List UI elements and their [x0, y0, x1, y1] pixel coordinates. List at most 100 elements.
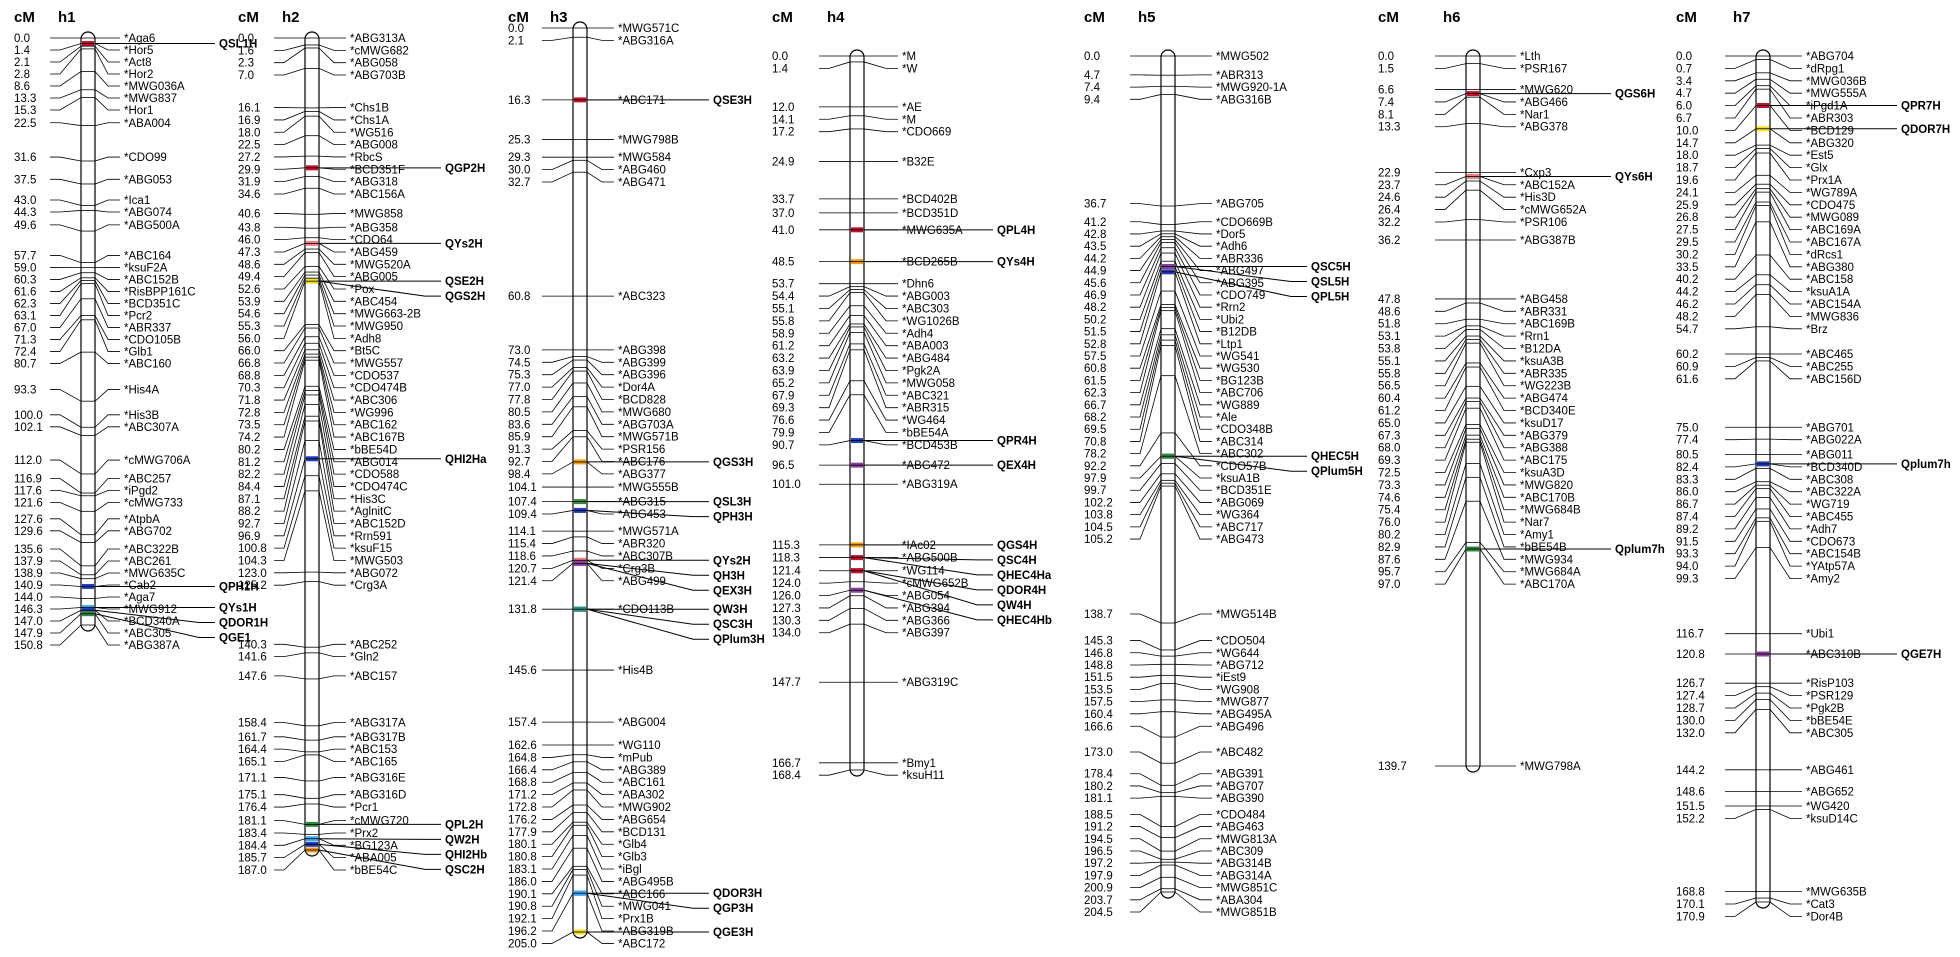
marker-name: *BCD351F: [350, 164, 405, 176]
qtl-label: QSC3H: [713, 619, 753, 631]
marker-name: *BCD131: [618, 827, 666, 839]
marker-position: 36.7: [1084, 199, 1106, 211]
marker-position: 121.6: [14, 498, 43, 510]
marker-position: 105.2: [1084, 534, 1113, 546]
marker-position: 168.8: [508, 777, 537, 789]
right-connector: [95, 597, 120, 599]
marker-name: *bBE54E: [1806, 715, 1853, 727]
qtl-label: QYs1H: [219, 602, 257, 614]
left-connector: [819, 590, 850, 595]
marker-name: *WG996: [350, 407, 393, 419]
marker-position: 204.5: [1084, 907, 1113, 919]
marker-position: 55.1: [772, 303, 794, 315]
right-connector: [864, 306, 898, 334]
left-connector: [50, 157, 81, 161]
qtl-label: QHI2Hb: [445, 849, 487, 861]
left-connector: [819, 62, 850, 68]
left-connector: [274, 136, 305, 145]
marker-name: *WG1026B: [902, 316, 960, 328]
marker-name: *ksuD17: [1520, 418, 1563, 430]
right-connector: [319, 45, 346, 50]
marker-position: 1.4: [14, 45, 31, 57]
marker-position: 166.4: [508, 765, 537, 777]
marker-name: *ABC261: [124, 556, 171, 568]
right-connector: [95, 531, 120, 543]
marker-position: 80.7: [14, 358, 36, 370]
marker-name: *MWG836: [1806, 311, 1859, 323]
marker-position: 27.2: [238, 152, 260, 164]
left-connector: [50, 273, 81, 280]
marker-position: 71.8: [238, 395, 260, 407]
qtl-label: QYs2H: [713, 555, 751, 567]
marker-position: 129.6: [14, 526, 43, 538]
left-connector: [274, 111, 305, 120]
marker-name: *ABG316A: [618, 35, 674, 47]
left-connector: [1130, 865, 1161, 875]
marker-position: 18.7: [1676, 163, 1698, 175]
marker-position: 55.8: [772, 316, 794, 328]
marker-position: 53.8: [1378, 344, 1400, 356]
marker-position: 63.2: [772, 353, 794, 365]
left-connector: [1725, 489, 1756, 517]
marker-position: 120.8: [1676, 649, 1705, 661]
marker-position: 75.4: [1378, 505, 1401, 517]
right-connector: [587, 893, 614, 931]
qtl-label: QHI2Ha: [445, 454, 487, 466]
marker-position: 41.0: [772, 225, 794, 237]
marker-name: *dRcs1: [1806, 249, 1843, 261]
marker-name: *M: [902, 51, 916, 63]
right-connector: [95, 179, 120, 184]
marker-position: 88.2: [238, 506, 260, 518]
right-connector: [319, 755, 346, 762]
right-connector: [587, 462, 614, 474]
marker-position: 145.6: [508, 665, 537, 677]
right-connector: [1480, 124, 1516, 127]
marker-name: *MWG557: [350, 358, 403, 370]
right-connector: [1175, 862, 1212, 863]
left-connector: [1435, 464, 1466, 535]
marker-position: 116.9: [14, 474, 42, 486]
right-connector: [864, 129, 898, 132]
left-connector: [1725, 202, 1756, 242]
left-connector: [1130, 204, 1161, 206]
right-connector: [319, 723, 346, 726]
left-connector: [50, 491, 81, 496]
marker-position: 147.6: [238, 671, 267, 683]
marker-position: 164.8: [508, 752, 537, 764]
qtl-label: QH3H: [713, 570, 745, 582]
marker-name: *ABG495B: [618, 876, 674, 888]
marker-name: *ABG394: [902, 603, 951, 615]
right-connector: [864, 293, 898, 321]
marker-position: 80.2: [238, 444, 260, 456]
marker-name: *MWG798A: [1520, 761, 1581, 773]
marker-position: 61.6: [1676, 374, 1698, 386]
marker-name: *ABC170B: [1520, 492, 1575, 504]
marker-position: 170.9: [1676, 911, 1705, 923]
marker-position: 47.8: [1378, 294, 1400, 306]
marker-name: *ABG471: [618, 177, 666, 189]
marker-position: 46.2: [1676, 299, 1698, 311]
marker-name: *ABG701: [1806, 422, 1854, 434]
left-connector: [50, 90, 81, 98]
marker-position: 7.0: [238, 70, 254, 82]
qtl-label: QPL4H: [997, 225, 1035, 237]
marker-name: *ABG388: [1520, 443, 1568, 455]
marker-position: 67.9: [772, 390, 794, 402]
marker-position: 30.0: [508, 165, 530, 177]
marker-position: 114.1: [508, 526, 536, 538]
marker-name: *dRpg1: [1806, 63, 1844, 75]
marker-name: *ABG461: [1806, 765, 1854, 777]
right-connector: [864, 324, 898, 358]
right-connector: [1480, 329, 1516, 348]
left-connector: [1130, 786, 1161, 793]
marker-name: *Glb4: [618, 839, 647, 851]
marker-name: *Chs1B: [350, 103, 389, 115]
left-connector: [1130, 827, 1161, 838]
marker-name: *ABR303: [1806, 113, 1853, 125]
marker-position: 48.6: [238, 259, 260, 271]
marker-position: 147.9: [14, 628, 43, 640]
marker-position: 46.0: [238, 235, 260, 247]
left-connector: [50, 610, 81, 621]
left-connector: [274, 249, 305, 264]
marker-name: *Act8: [124, 57, 152, 69]
